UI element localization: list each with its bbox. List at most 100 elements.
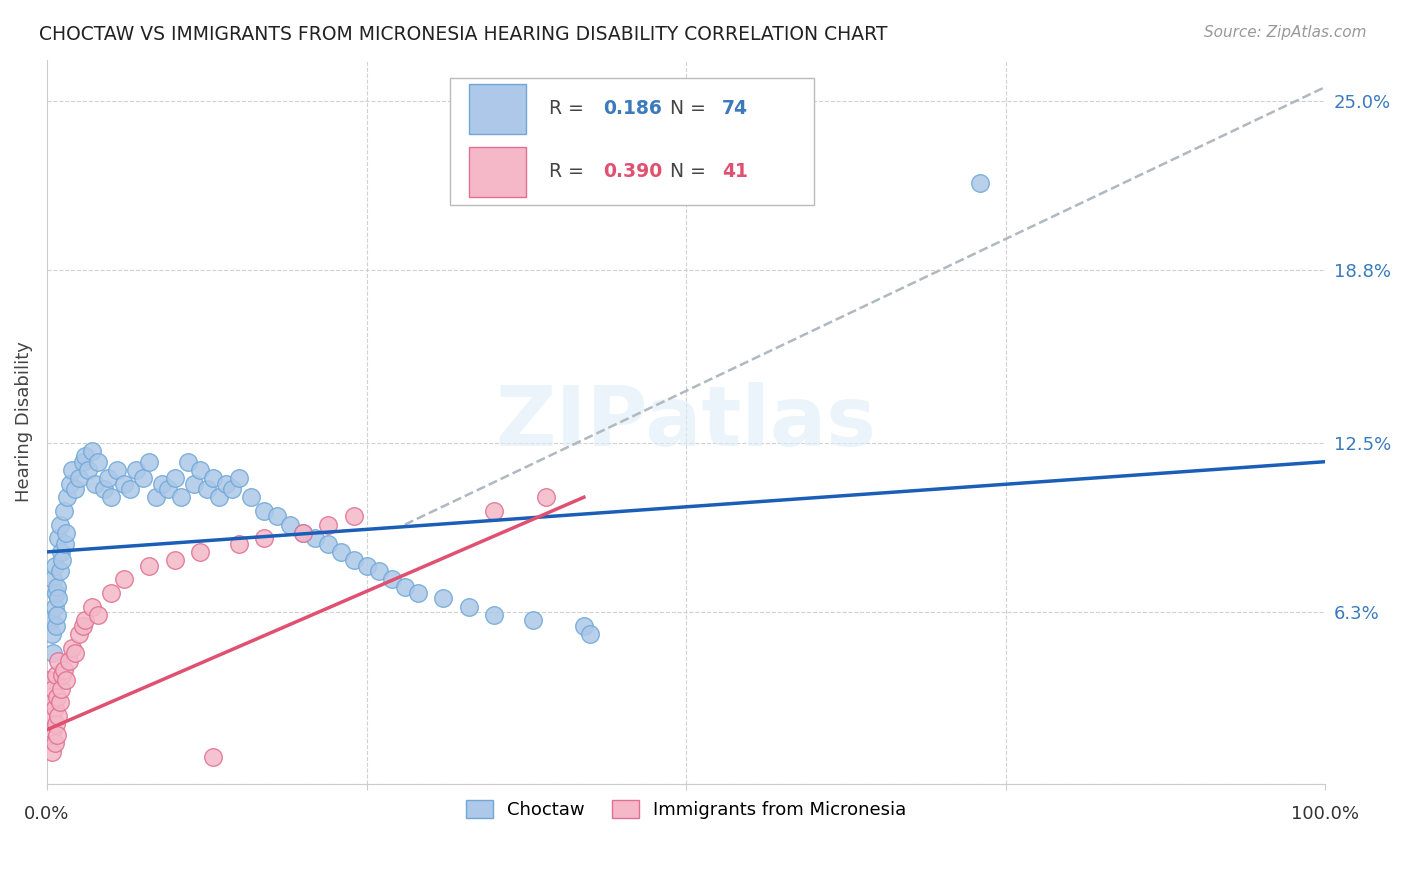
FancyBboxPatch shape xyxy=(450,78,814,204)
Point xyxy=(42,723,65,737)
Text: 41: 41 xyxy=(721,162,748,181)
Text: 0.390: 0.390 xyxy=(603,162,662,181)
Point xyxy=(46,728,69,742)
Point xyxy=(202,471,225,485)
Point xyxy=(62,463,84,477)
Point xyxy=(48,709,70,723)
Point xyxy=(42,572,65,586)
Point xyxy=(394,581,416,595)
Point xyxy=(195,482,218,496)
Text: CHOCTAW VS IMMIGRANTS FROM MICRONESIA HEARING DISABILITY CORRELATION CHART: CHOCTAW VS IMMIGRANTS FROM MICRONESIA HE… xyxy=(39,25,887,44)
Point xyxy=(62,640,84,655)
Point xyxy=(53,537,76,551)
Point xyxy=(72,455,94,469)
Point xyxy=(38,673,60,688)
Point xyxy=(304,531,326,545)
Point xyxy=(150,476,173,491)
Point xyxy=(55,525,77,540)
Text: 100.0%: 100.0% xyxy=(1292,805,1360,822)
Text: R =: R = xyxy=(550,162,591,181)
Point xyxy=(45,717,67,731)
Point xyxy=(52,504,75,518)
Point xyxy=(253,531,276,545)
Point xyxy=(316,537,339,551)
Point xyxy=(59,476,82,491)
Point xyxy=(138,558,160,573)
Point xyxy=(228,537,250,551)
Point xyxy=(105,463,128,477)
Point xyxy=(969,176,991,190)
Text: 0.0%: 0.0% xyxy=(24,805,69,822)
Point xyxy=(55,673,77,688)
Point xyxy=(368,564,391,578)
Point xyxy=(42,646,65,660)
Point xyxy=(46,607,69,622)
Point xyxy=(45,619,67,633)
Point xyxy=(202,750,225,764)
Point xyxy=(75,613,97,627)
Point xyxy=(266,509,288,524)
Point xyxy=(221,482,243,496)
Point xyxy=(44,701,66,715)
Point xyxy=(343,553,366,567)
Point xyxy=(329,545,352,559)
Point xyxy=(112,476,135,491)
Point xyxy=(41,745,63,759)
Point xyxy=(534,490,557,504)
Point xyxy=(44,599,66,614)
Point xyxy=(48,531,70,545)
Point xyxy=(253,504,276,518)
Point xyxy=(46,690,69,704)
Point xyxy=(39,613,62,627)
Point xyxy=(188,545,211,559)
Point xyxy=(51,553,73,567)
Point xyxy=(188,463,211,477)
Point xyxy=(45,586,67,600)
Point xyxy=(183,476,205,491)
Point xyxy=(48,654,70,668)
Point xyxy=(45,668,67,682)
Point xyxy=(46,581,69,595)
Point xyxy=(93,482,115,496)
Point xyxy=(432,591,454,606)
Point xyxy=(215,476,238,491)
Point xyxy=(208,490,231,504)
Text: 0.186: 0.186 xyxy=(603,99,662,119)
Point xyxy=(67,627,90,641)
Text: ZIPatlas: ZIPatlas xyxy=(496,382,877,463)
Point xyxy=(41,709,63,723)
Point xyxy=(278,517,301,532)
Point xyxy=(228,471,250,485)
Point xyxy=(97,471,120,485)
Point xyxy=(67,471,90,485)
Text: N =: N = xyxy=(658,99,711,119)
Legend: Choctaw, Immigrants from Micronesia: Choctaw, Immigrants from Micronesia xyxy=(458,792,914,826)
Point xyxy=(381,572,404,586)
Point xyxy=(49,681,72,696)
Point xyxy=(39,695,62,709)
Point xyxy=(48,564,70,578)
Point xyxy=(42,681,65,696)
FancyBboxPatch shape xyxy=(468,146,526,197)
Point xyxy=(48,591,70,606)
Point xyxy=(100,586,122,600)
Point xyxy=(145,490,167,504)
Point xyxy=(80,443,103,458)
Point xyxy=(87,607,110,622)
Point xyxy=(39,728,62,742)
Point xyxy=(572,619,595,633)
Point xyxy=(125,463,148,477)
Point xyxy=(80,599,103,614)
Point xyxy=(176,455,198,469)
Point xyxy=(132,471,155,485)
Point xyxy=(522,613,544,627)
Point xyxy=(138,455,160,469)
Point xyxy=(76,463,98,477)
Point xyxy=(44,558,66,573)
Point xyxy=(170,490,193,504)
Point xyxy=(48,517,70,532)
Text: R =: R = xyxy=(550,99,591,119)
Point xyxy=(44,736,66,750)
Point xyxy=(87,455,110,469)
Text: 74: 74 xyxy=(721,99,748,119)
